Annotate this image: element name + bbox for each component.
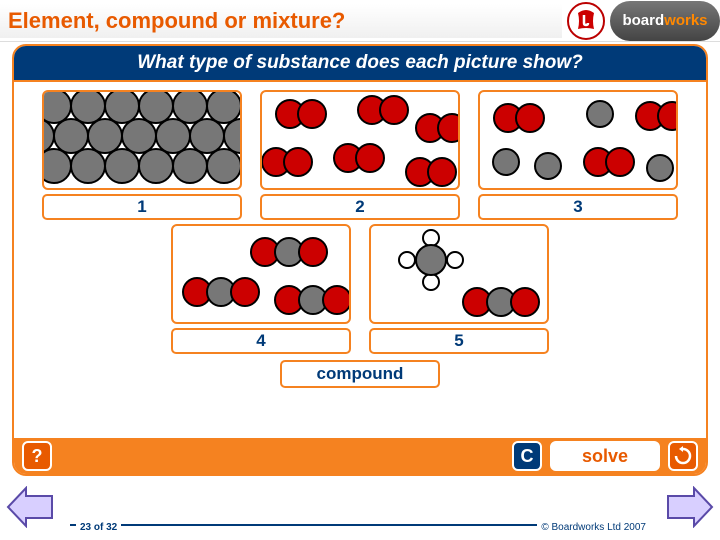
next-arrow-icon[interactable]	[666, 486, 714, 528]
redo-button[interactable]	[668, 441, 698, 471]
redo-icon	[673, 446, 693, 466]
picture-1[interactable]	[42, 90, 242, 190]
label-1[interactable]: 1	[42, 194, 242, 220]
copyright: © Boardworks Ltd 2007	[537, 522, 650, 533]
picture-3[interactable]	[478, 90, 678, 190]
label-2[interactable]: 2	[260, 194, 460, 220]
header-bar: Element, compound or mixture? boardworks	[0, 0, 720, 42]
title-area: Element, compound or mixture?	[0, 4, 562, 38]
logo-text-2: works	[664, 12, 707, 29]
row-1: 1 2	[32, 90, 688, 220]
control-bar: ? C solve	[14, 438, 706, 474]
boardworks-logo: boardworks	[610, 1, 720, 41]
logo-text-1: board	[622, 12, 664, 29]
answer-box[interactable]: compound	[280, 360, 440, 388]
footer: 23 of 32 © Boardworks Ltd 2007	[0, 486, 720, 540]
row-2: 4 5	[32, 224, 688, 354]
picture-2[interactable]	[260, 90, 460, 190]
cell-3: 3	[478, 90, 678, 220]
help-button[interactable]: ?	[22, 441, 52, 471]
solve-button[interactable]: solve	[550, 441, 660, 471]
cell-5: 5	[369, 224, 549, 354]
page-counter: 23 of 32	[76, 522, 121, 533]
picture-5[interactable]	[369, 224, 549, 324]
label-4[interactable]: 4	[171, 328, 351, 354]
picture-4[interactable]	[171, 224, 351, 324]
question-text: What type of substance does each picture…	[14, 46, 706, 82]
page-title: Element, compound or mixture?	[8, 8, 345, 33]
content-frame: What type of substance does each picture…	[12, 44, 708, 476]
cell-4: 4	[171, 224, 351, 354]
prev-arrow-icon[interactable]	[6, 486, 54, 528]
label-5[interactable]: 5	[369, 328, 549, 354]
cell-2: 2	[260, 90, 460, 220]
flash-icon	[566, 1, 606, 41]
grid-area: 1 2	[14, 82, 706, 388]
cell-1: 1	[42, 90, 242, 220]
label-3[interactable]: 3	[478, 194, 678, 220]
clear-button[interactable]: C	[512, 441, 542, 471]
